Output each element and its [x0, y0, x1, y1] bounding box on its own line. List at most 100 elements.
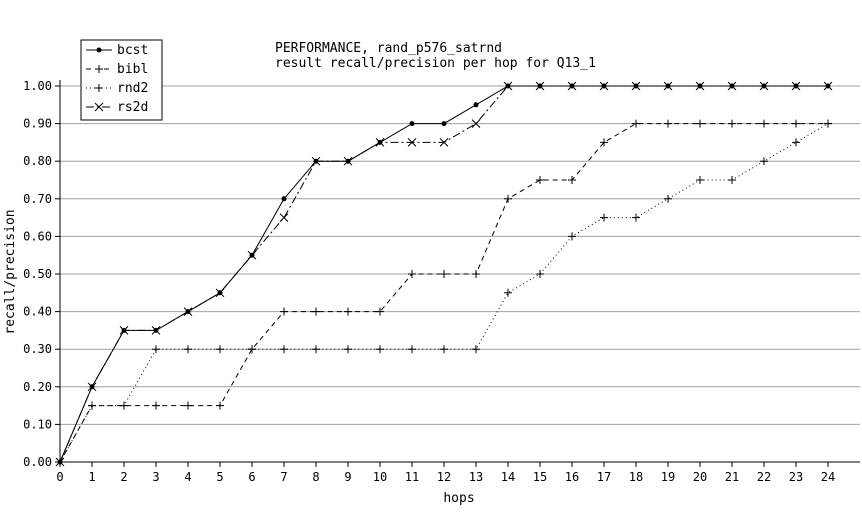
point-rnd2-13 [472, 345, 480, 354]
point-rnd2-12 [440, 345, 448, 354]
point-rnd2-21 [728, 176, 736, 184]
chart-subtitle: result recall/precision per hop for Q13_… [275, 56, 596, 71]
legend-item-rnd2: rnd2 [86, 81, 148, 96]
point-rs2d-2-d2 [119, 326, 129, 335]
point-rs2d-5 [215, 288, 225, 298]
x-tick-label-11: 11 [405, 470, 419, 484]
y-tick-label-10: 1.00 [23, 79, 52, 93]
point-rs2d-17 [599, 81, 609, 91]
legend-marker-bcst [96, 47, 102, 53]
x-tick-label-1: 1 [88, 470, 95, 484]
x-tick-label-24: 24 [821, 470, 835, 484]
point-rs2d-8-d2 [311, 156, 321, 166]
point-bibl-14 [504, 194, 512, 203]
legend-label-bibl: bibl [117, 62, 148, 77]
x-tick-label-14: 14 [501, 470, 515, 484]
point-rs2d-0 [55, 457, 65, 467]
point-rnd2-11 [408, 345, 416, 354]
point-rnd2-9 [344, 345, 352, 354]
chart-title: PERFORMANCE, rand_p576_satrnd [275, 41, 502, 56]
point-rs2d-14-d2 [503, 81, 513, 91]
grid-lines [60, 85, 860, 463]
x-tick-label-18: 18 [629, 470, 643, 484]
point-rs2d-21 [727, 81, 737, 91]
point-rs2d-22 [759, 81, 769, 91]
point-rnd2-6 [248, 345, 256, 354]
point-rs2d-18-d2 [631, 81, 641, 91]
point-bibl-7 [280, 307, 288, 316]
point-rs2d-16-d2 [567, 81, 577, 91]
point-bibl-19 [664, 119, 672, 128]
tick-labels: 0.00 0.10 0.20 0.30 0.40 0.50 0.60 0.70 0.80 0.90… [23, 79, 835, 484]
x-tick-label-3: 3 [152, 470, 159, 484]
point-rs2d-20 [695, 81, 705, 91]
point-rs2d-16 [567, 81, 577, 91]
x-tick-label-0: 0 [56, 470, 63, 484]
point-rnd2-20 [696, 176, 704, 184]
point-rs2d-19-d2 [663, 81, 673, 91]
x-tick-label-4: 4 [184, 470, 191, 484]
point-rnd2-10 [376, 345, 384, 354]
point-rs2d-1-d2 [87, 382, 97, 392]
point-rs2d-19 [663, 81, 673, 91]
point-rs2d-7 [279, 213, 289, 222]
point-rs2d-12-d2 [439, 138, 449, 147]
y-tick-label-3: 0.30 [23, 342, 52, 356]
x-tick-label-13: 13 [469, 470, 483, 484]
series-rnd2 [56, 119, 832, 466]
legend-marker-rs2d [94, 102, 104, 112]
point-rs2d-8 [311, 156, 321, 166]
y-axis-label: recall/precision [3, 209, 18, 334]
point-rs2d-15 [535, 81, 545, 91]
point-bibl-12 [440, 270, 448, 278]
point-rs2d-18 [631, 81, 641, 91]
point-rs2d-21-d2 [727, 81, 737, 91]
point-rs2d-6-d2 [247, 250, 257, 260]
point-rs2d-20-d2 [695, 81, 705, 91]
point-bibl-9 [344, 307, 352, 316]
x-tick-label-5: 5 [216, 470, 223, 484]
legend-marker-rnd2 [95, 84, 103, 92]
point-rs2d-3 [151, 326, 161, 335]
point-rnd2-8 [312, 345, 320, 354]
legend-label-rnd2: rnd2 [117, 81, 148, 96]
point-bibl-13 [472, 270, 480, 278]
point-bcst-13 [473, 102, 479, 108]
point-rs2d-10 [375, 138, 385, 147]
y-tick-label-6: 0.60 [23, 229, 52, 243]
point-rnd2-22 [760, 157, 768, 166]
legend-box [80, 39, 163, 121]
legend-marker-bcst-shape [96, 47, 102, 53]
point-bcst-12 [441, 121, 447, 127]
point-rs2d-10-d2 [375, 138, 385, 147]
x-tick-label-22: 22 [757, 470, 771, 484]
legend-item-bcst: bcst [86, 43, 148, 58]
point-rs2d-23 [791, 81, 801, 91]
x-tick-label-6: 6 [248, 470, 255, 484]
point-bibl-8 [312, 307, 320, 316]
legend-marker-bibl [95, 65, 103, 73]
legend-item-bibl: bibl [86, 62, 148, 77]
point-bibl-16 [568, 176, 576, 184]
series-rs2d [55, 81, 833, 467]
y-tick-label-1: 0.10 [23, 417, 52, 431]
point-rs2d-12 [439, 138, 449, 147]
point-bibl-17 [600, 138, 608, 147]
point-rs2d-0-d2 [55, 457, 65, 467]
x-tick-label-10: 10 [373, 470, 387, 484]
point-bcst-11 [409, 121, 415, 127]
x-tick-label-16: 16 [565, 470, 579, 484]
point-bibl-21 [728, 119, 736, 128]
point-bcst-13-shape [473, 102, 479, 108]
point-rs2d-11 [407, 138, 417, 147]
legend-label-bcst: bcst [117, 43, 148, 58]
point-rnd2-16 [568, 232, 576, 241]
point-rs2d-6 [247, 250, 257, 260]
point-rs2d-5-d2 [215, 288, 225, 298]
x-tick-label-8: 8 [312, 470, 319, 484]
point-bcst-12-shape [441, 121, 447, 127]
point-rs2d-17-d2 [599, 81, 609, 91]
x-tick-label-2: 2 [120, 470, 127, 484]
y-tick-label-7: 0.70 [23, 192, 52, 206]
x-tick-label-9: 9 [344, 470, 351, 484]
